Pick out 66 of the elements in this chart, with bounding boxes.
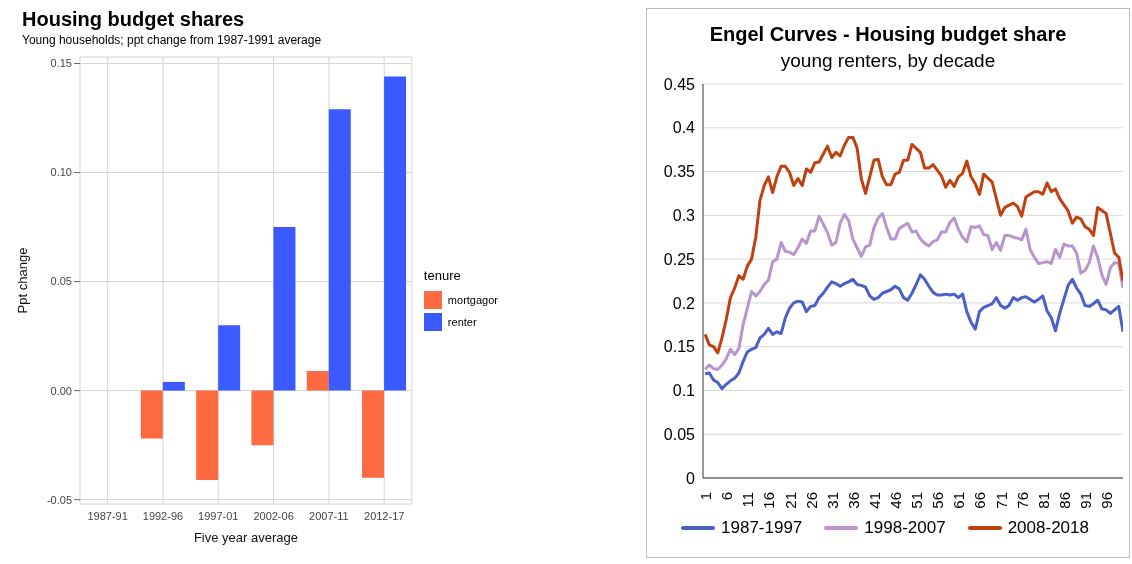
x-tick-label: 56 — [929, 492, 947, 509]
x-tick-label: 1987-91 — [87, 509, 128, 522]
x-tick-label: 86 — [1055, 492, 1073, 509]
legend-title: tenure — [423, 268, 462, 283]
legend-label: 1987-1997 — [721, 518, 803, 538]
chart-title: Engel Curves - Housing budget share — [708, 23, 1068, 46]
bar — [196, 390, 219, 481]
x-tick-label: 41 — [865, 492, 883, 509]
x-tick-label: 2012-17 — [364, 509, 405, 522]
y-axis-title: Ppt change — [14, 247, 30, 314]
legend-label: mortgagor — [447, 294, 498, 306]
y-tick-label: 0.15 — [663, 338, 696, 356]
line-series — [703, 212, 1123, 371]
x-tick-label: 66 — [971, 492, 989, 509]
bar — [306, 370, 329, 391]
x-tick-label: 2002-06 — [253, 509, 294, 522]
line-series — [703, 135, 1123, 355]
x-tick-label: 1992-96 — [142, 509, 184, 522]
x-tick-label: 1997-01 — [198, 509, 239, 522]
y-tick-label: 0.1 — [672, 382, 696, 400]
y-tick-label: 0.05 — [663, 425, 696, 443]
x-tick-label: 81 — [1034, 492, 1052, 509]
x-tick-label: 71 — [992, 492, 1010, 509]
y-tick-label: 0 — [686, 469, 696, 487]
y-tick-label: 0.45 — [663, 75, 696, 93]
legend-label: 1998-2007 — [864, 518, 946, 538]
x-tick-label: 21 — [781, 492, 799, 509]
x-tick-label: 26 — [802, 492, 820, 509]
x-tick-label: 76 — [1013, 492, 1031, 509]
x-tick-label: 6 — [718, 492, 736, 501]
x-tick-label: 51 — [908, 492, 926, 509]
chart-subtitle: Young households; ppt change from 1987-1991 average — [22, 33, 323, 47]
y-tick-label: 0.3 — [672, 207, 696, 225]
x-tick-label: 11 — [739, 492, 757, 508]
x-tick-label: 61 — [950, 492, 968, 509]
x-tick-label: 36 — [844, 492, 862, 509]
chart-title: Housing budget shares — [22, 8, 246, 31]
bar — [218, 325, 241, 391]
x-tick-label: 16 — [760, 492, 778, 509]
y-tick-label: 0.05 — [50, 275, 72, 288]
bar — [140, 390, 163, 439]
x-tick-label: 2007-11 — [309, 509, 349, 522]
y-tick-label: 0.2 — [672, 294, 696, 312]
x-tick-label: 1 — [697, 492, 715, 501]
bar — [362, 390, 385, 478]
y-tick-label: -0.05 — [46, 493, 72, 506]
x-tick-label: 31 — [823, 492, 841, 509]
y-tick-label: 0.00 — [50, 384, 72, 397]
bar — [273, 227, 296, 391]
x-tick-label: 96 — [1098, 492, 1116, 509]
line-series — [703, 273, 1123, 391]
y-tick-label: 0.15 — [50, 57, 72, 70]
legend-label: 2008-2018 — [1007, 518, 1089, 538]
bar — [328, 109, 351, 391]
y-tick-label: 0.25 — [663, 250, 696, 268]
y-tick-label: 0.4 — [672, 119, 696, 137]
chart-subtitle: young renters, by decade — [779, 50, 997, 72]
legend-label: renter — [447, 316, 477, 328]
y-tick-label: 0.10 — [50, 166, 72, 179]
bar — [162, 381, 185, 391]
y-tick-label: 0.35 — [663, 163, 696, 181]
bar — [384, 76, 407, 391]
x-axis-title: Five year average — [193, 530, 298, 545]
bar — [251, 390, 274, 446]
x-tick-label: 91 — [1077, 492, 1095, 509]
x-tick-label: 46 — [887, 492, 905, 509]
